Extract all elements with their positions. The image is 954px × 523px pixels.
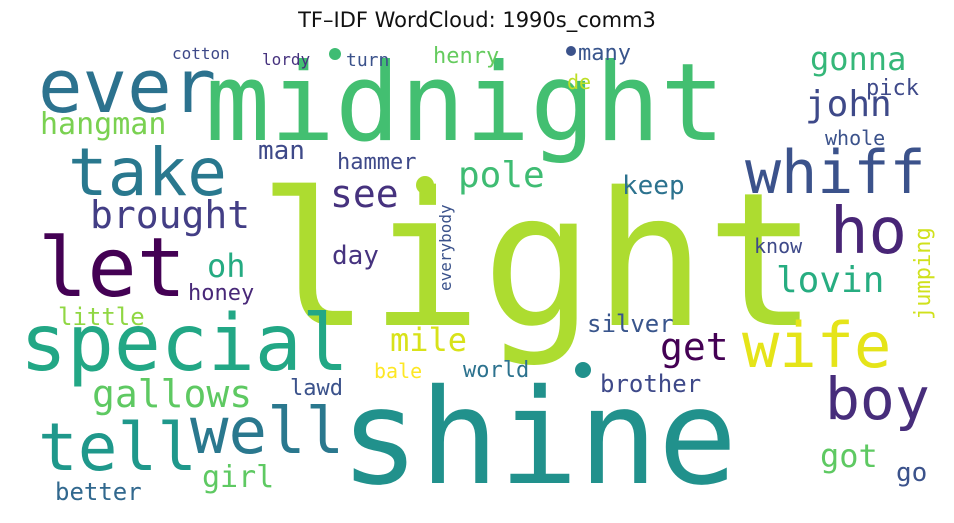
word-shine: shine [340, 361, 738, 515]
word-go: go [896, 458, 928, 488]
word-cotton: cotton [172, 44, 230, 63]
word-honey: honey [188, 281, 255, 306]
word-brought: brought [90, 193, 251, 237]
word-light: light [258, 152, 818, 369]
word-pick: pick [866, 76, 919, 101]
word-oh: oh [207, 247, 246, 285]
cloud-dot [575, 362, 591, 378]
cloud-dot [416, 176, 434, 194]
word-lovin: lovin [776, 260, 885, 301]
word-everybody: everybody [436, 204, 455, 292]
cloud-dot [566, 46, 576, 56]
word-ever: ever [38, 44, 217, 130]
word-whole: whole [825, 126, 886, 150]
word-de: de [567, 70, 592, 94]
word-world: world [463, 358, 530, 383]
word-get: get [660, 325, 729, 369]
chart-title: TF–IDF WordCloud: 1990s_comm3 [298, 8, 656, 32]
word-pole: pole [458, 155, 545, 196]
word-take: take [68, 134, 227, 211]
word-many: many [578, 41, 631, 66]
word-keep: keep [622, 171, 685, 201]
word-girl: girl [202, 460, 275, 495]
word-ho: ho [830, 195, 908, 269]
word-lordy: lordy [262, 50, 311, 69]
word-mile: mile [390, 321, 468, 359]
word-bale: bale [374, 359, 423, 383]
word-hammer: hammer [337, 150, 417, 175]
word-see: see [330, 172, 399, 216]
word-special: special [20, 299, 349, 389]
word-little: little [58, 303, 145, 331]
word-hangman: hangman [40, 107, 167, 142]
word-day: day [332, 241, 379, 271]
word-gonna: gonna [810, 40, 907, 78]
word-turn: turn [346, 50, 390, 71]
word-henry: henry [433, 44, 500, 69]
word-john: john [805, 84, 892, 125]
word-silver: silver [587, 310, 674, 338]
word-man: man [258, 136, 305, 166]
word-jumping: jumping [911, 227, 936, 321]
word-well: well [190, 395, 345, 469]
word-midnight: midnight [205, 41, 726, 166]
word-wife: wife [742, 309, 892, 382]
word-know: know [754, 234, 803, 258]
word-better: better [55, 478, 142, 506]
word-brother: brother [600, 370, 702, 398]
word-lawd: lawd [290, 376, 343, 401]
cloud-dot [329, 48, 341, 60]
word-let: let [38, 221, 187, 316]
word-boy: boy [825, 365, 930, 433]
word-got: got [820, 437, 878, 475]
word-gallows: gallows [92, 372, 253, 416]
word-tell: tell [38, 409, 197, 486]
word-whiff: whiff [745, 138, 926, 208]
